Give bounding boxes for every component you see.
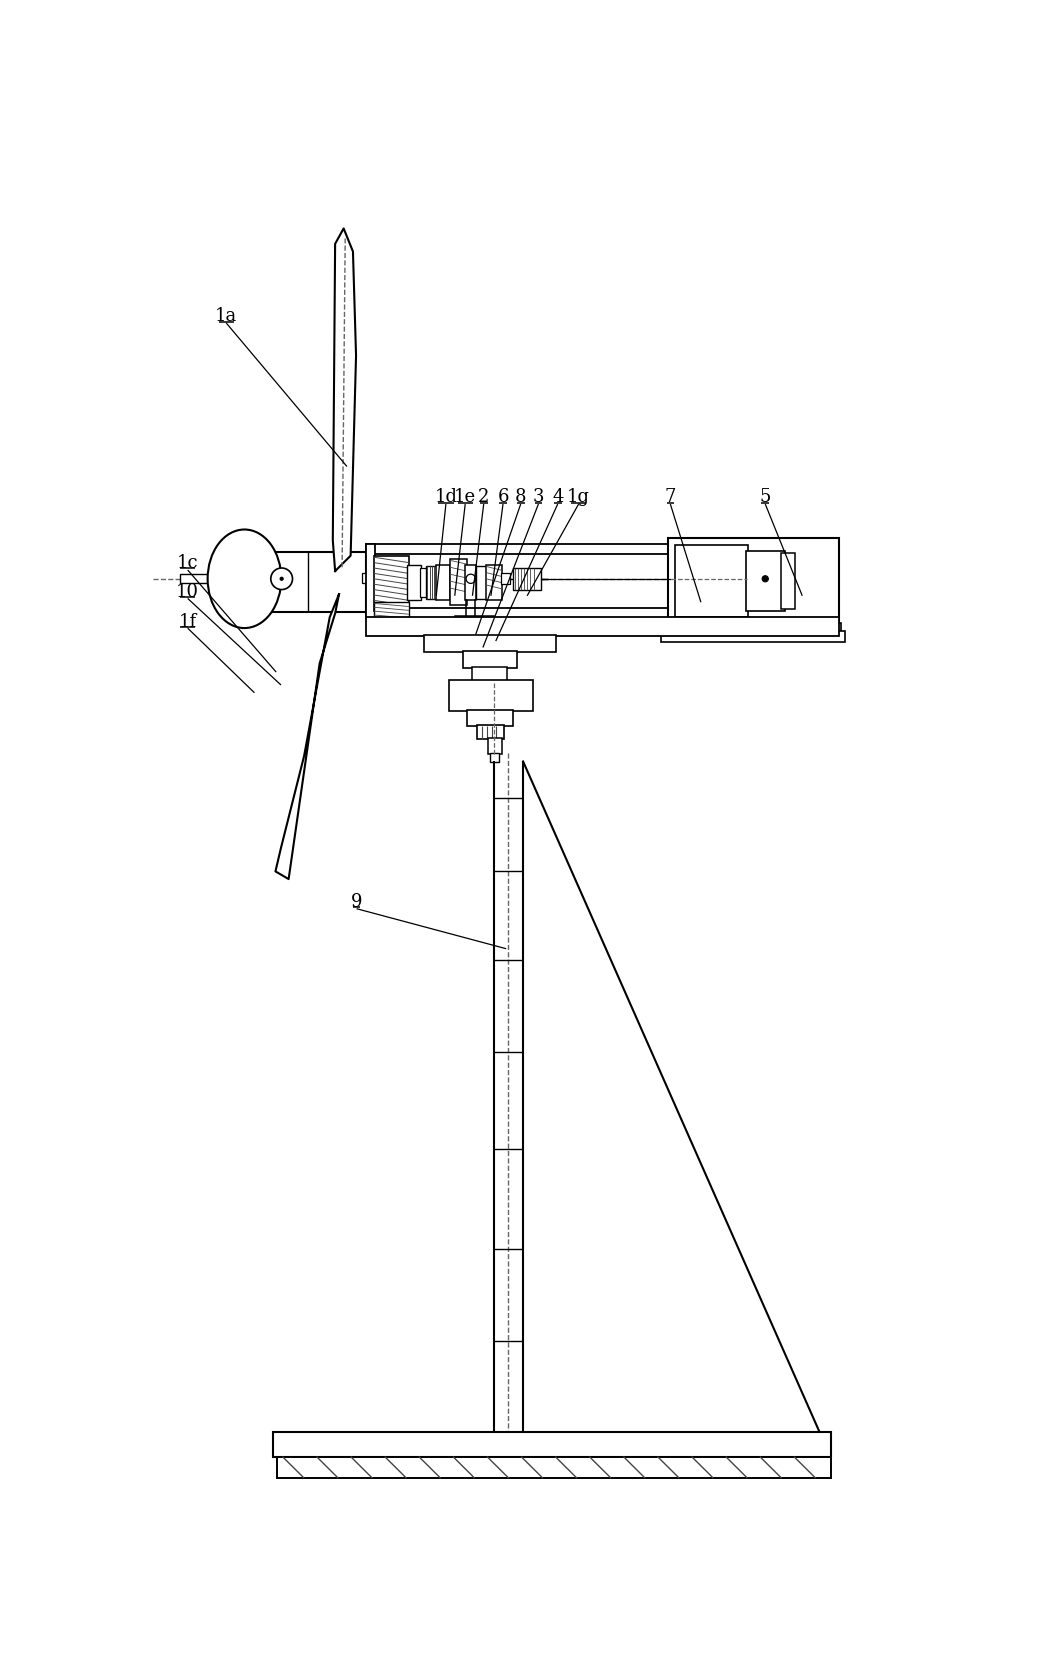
Text: 8: 8	[515, 489, 526, 507]
Bar	[490, 752, 499, 762]
Bar	[219, 552, 366, 611]
Bar	[781, 554, 795, 609]
Circle shape	[280, 578, 283, 581]
Bar	[362, 574, 374, 583]
Bar	[436, 564, 449, 601]
Bar	[366, 544, 376, 618]
Text: 9: 9	[351, 893, 362, 912]
Bar	[366, 608, 839, 618]
Text: 1a: 1a	[215, 307, 238, 326]
Circle shape	[466, 574, 475, 583]
Bar	[366, 544, 839, 554]
Text: 10: 10	[176, 583, 199, 601]
Text: 1f: 1f	[179, 613, 197, 631]
Text: 1c: 1c	[176, 554, 198, 573]
Bar	[488, 739, 501, 754]
Text: 7: 7	[664, 489, 676, 507]
Bar	[668, 537, 839, 625]
Bar	[664, 623, 841, 631]
Text: 2: 2	[479, 489, 489, 507]
Bar	[501, 574, 511, 584]
Bar	[472, 667, 508, 682]
Bar	[446, 625, 503, 633]
Bar	[273, 1432, 831, 1457]
Bar	[277, 1457, 831, 1478]
Text: 1g: 1g	[567, 489, 591, 507]
Bar	[426, 566, 437, 599]
Bar	[449, 559, 467, 604]
Bar	[660, 631, 845, 641]
Bar	[419, 568, 428, 598]
Bar	[449, 680, 532, 712]
Bar	[476, 566, 487, 599]
Circle shape	[762, 576, 768, 583]
Text: 4: 4	[552, 489, 564, 507]
Bar	[467, 710, 514, 725]
Bar	[465, 564, 476, 601]
Polygon shape	[275, 594, 339, 880]
Bar	[463, 651, 517, 668]
Polygon shape	[333, 228, 356, 571]
Bar	[374, 601, 409, 620]
Bar	[456, 616, 494, 626]
Ellipse shape	[208, 529, 281, 628]
Text: 1e: 1e	[455, 489, 476, 507]
Bar	[514, 568, 541, 589]
Bar	[374, 556, 409, 611]
Bar	[746, 551, 785, 611]
Bar	[675, 546, 748, 616]
Bar	[366, 618, 839, 636]
Bar	[407, 564, 421, 601]
Text: 3: 3	[532, 489, 544, 507]
Bar	[425, 635, 556, 651]
Text: 6: 6	[497, 489, 509, 507]
Bar	[486, 564, 501, 601]
Circle shape	[271, 568, 293, 589]
Text: 5: 5	[760, 489, 771, 507]
Bar	[476, 725, 504, 739]
Bar	[181, 574, 223, 583]
Text: 1d: 1d	[434, 489, 458, 507]
